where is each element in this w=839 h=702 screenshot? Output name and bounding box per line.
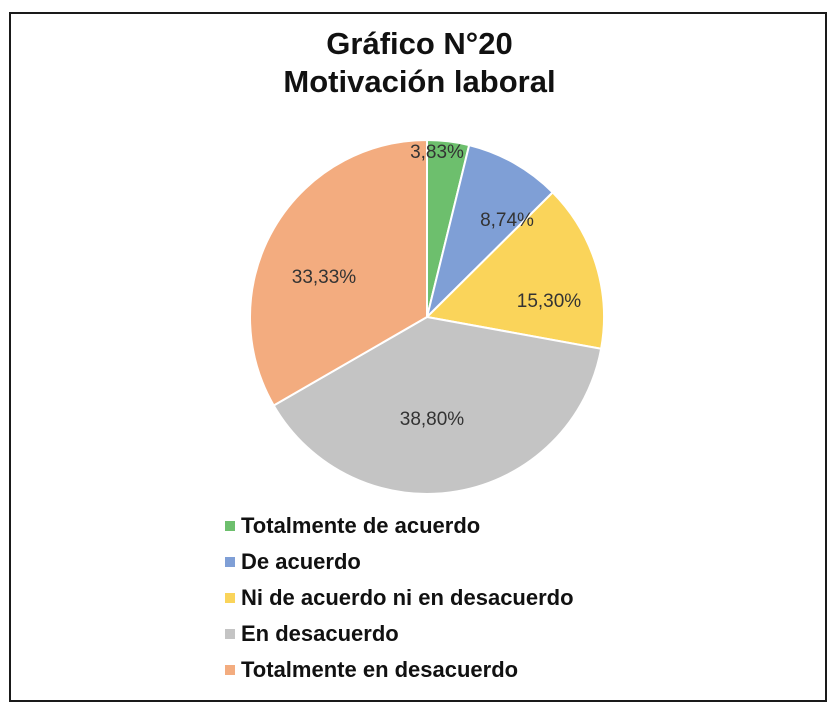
legend-label: Totalmente de acuerdo: [241, 513, 481, 538]
legend-item-ni-de-acuerdo-ni-en-desacuerdo: Ni de acuerdo ni en desacuerdo: [225, 580, 574, 616]
legend-item-de-acuerdo: De acuerdo: [225, 544, 574, 580]
legend: Totalmente de acuerdo De acuerdo Ni de a…: [225, 508, 574, 688]
legend-item-totalmente-de-acuerdo: Totalmente de acuerdo: [225, 508, 574, 544]
legend-swatch: [225, 665, 235, 675]
legend-swatch: [225, 557, 235, 567]
legend-label: En desacuerdo: [241, 621, 399, 646]
chart-subtitle: Motivación laboral: [283, 64, 556, 99]
pie-slice-3: [272, 315, 603, 495]
legend-item-totalmente-en-desacuerdo: Totalmente en desacuerdo: [225, 652, 574, 688]
legend-item-en-desacuerdo: En desacuerdo: [225, 616, 574, 652]
legend-swatch: [225, 629, 235, 639]
legend-label: De acuerdo: [241, 549, 361, 574]
legend-swatch: [225, 521, 235, 531]
pie-slice-2: [424, 190, 606, 350]
slice-data-label: 33,33%: [292, 267, 357, 288]
pie-slice-1: [425, 143, 555, 321]
slice-data-label: 15,30%: [517, 291, 582, 312]
slice-data-label: 8,74%: [480, 210, 534, 231]
slice-data-label: 3,83%: [410, 142, 464, 163]
pie-chart: 3,83% 8,74% 15,30% 38,80% 33,33%: [249, 138, 606, 495]
slice-data-label: 38,80%: [400, 409, 465, 430]
legend-label: Ni de acuerdo ni en desacuerdo: [241, 585, 574, 610]
pie-slice-4: [249, 138, 428, 407]
legend-swatch: [225, 593, 235, 603]
chart-title: Gráfico N°20: [326, 26, 513, 61]
legend-label: Totalmente en desacuerdo: [241, 657, 519, 682]
